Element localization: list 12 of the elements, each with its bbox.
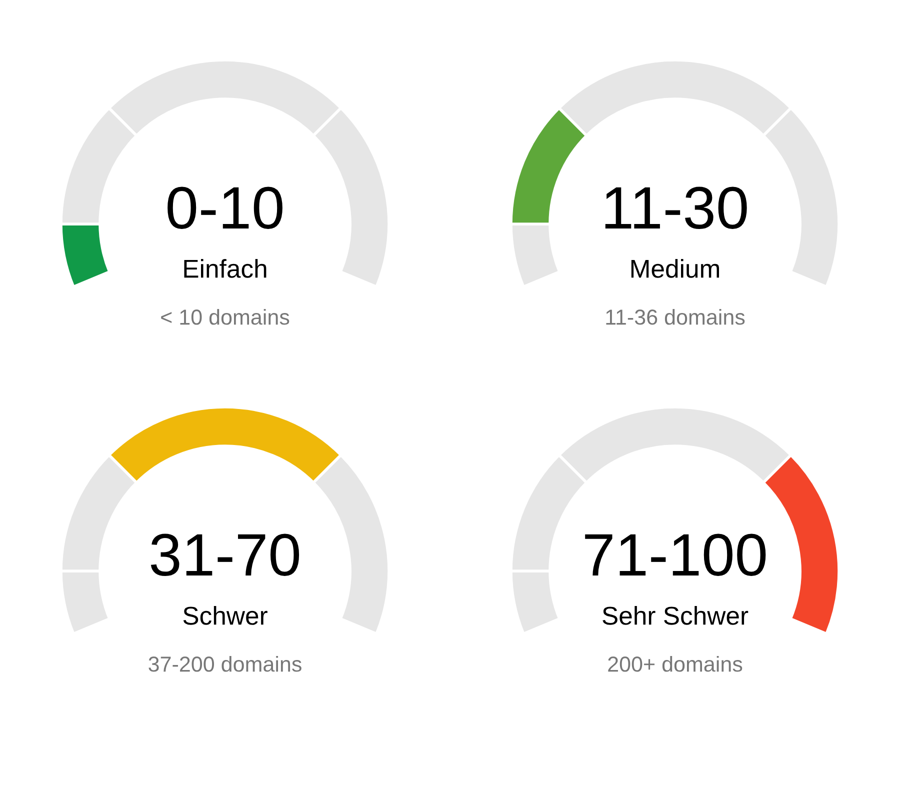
text: Medium	[631, 259, 719, 278]
text: Schwer	[183, 606, 268, 625]
text: 31-70	[150, 534, 300, 576]
text: Sehr Schwer	[602, 606, 748, 625]
text: 71-100	[585, 534, 766, 576]
text: 11-36 domains	[606, 308, 745, 325]
text: < 10 domains	[161, 308, 290, 325]
text: 200+ domains	[608, 656, 742, 672]
text: 0-10	[168, 186, 282, 230]
text: Einfach	[184, 259, 266, 278]
text: 37-200 domains	[148, 656, 302, 672]
text: 11-30	[605, 186, 747, 230]
